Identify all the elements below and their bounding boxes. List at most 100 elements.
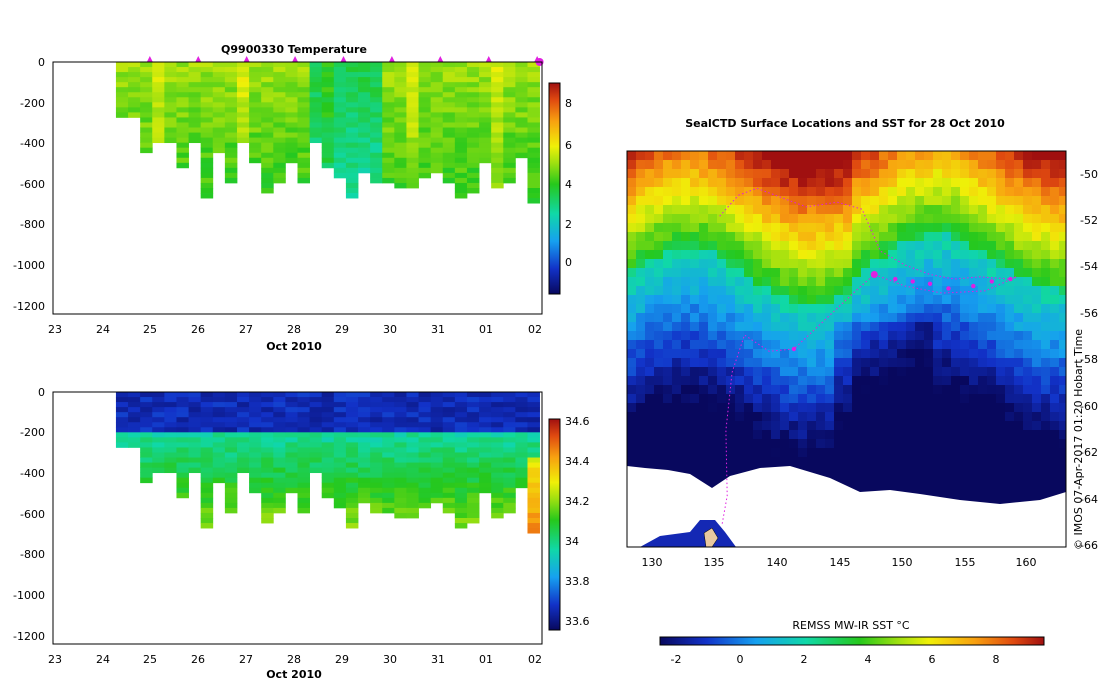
sst-cell xyxy=(906,223,916,233)
sst-cell xyxy=(843,205,853,215)
x-tick-label: 31 xyxy=(431,653,445,666)
profile-cell xyxy=(382,482,395,489)
profile-cell xyxy=(115,92,129,98)
profile-cell xyxy=(224,87,238,93)
sst-cell xyxy=(744,385,754,395)
profile-cell xyxy=(491,67,504,73)
sst-cell xyxy=(843,259,853,269)
sst-cell xyxy=(636,430,646,440)
sst-cell xyxy=(654,394,664,404)
profile-cell xyxy=(285,432,298,438)
sst-cell xyxy=(699,331,709,341)
profile-cell xyxy=(152,112,165,118)
profile-cell xyxy=(224,132,238,138)
sst-cell xyxy=(636,214,646,224)
sst-cell xyxy=(960,367,970,377)
profile-cell xyxy=(297,467,310,474)
profile-cell xyxy=(491,162,504,169)
y-tick-label: -800 xyxy=(20,218,45,231)
profile-cell xyxy=(249,92,262,98)
profile-cell xyxy=(309,67,323,73)
profile-cell xyxy=(285,62,298,68)
sst-cell xyxy=(627,349,637,359)
sst-cell xyxy=(762,331,772,341)
sst-cell xyxy=(996,178,1006,188)
profile-cell xyxy=(382,392,395,398)
profile-cell xyxy=(321,72,335,78)
sst-cell xyxy=(1059,376,1066,386)
profile-cell xyxy=(515,462,528,468)
sst-cell xyxy=(861,484,871,494)
sst-cell xyxy=(996,457,1006,467)
profile-cell xyxy=(503,412,516,418)
profile-cell xyxy=(442,502,456,509)
profile-cell xyxy=(515,122,528,128)
sst-cell xyxy=(654,304,664,314)
profile-cell xyxy=(370,462,383,468)
sst-cell xyxy=(933,475,943,485)
sst-cell xyxy=(834,448,844,458)
surface-location-point xyxy=(910,279,915,284)
profile-cell xyxy=(249,487,262,494)
sst-cell xyxy=(843,286,853,296)
sst-cell xyxy=(1032,376,1042,386)
sst-cell xyxy=(942,151,952,161)
sst-cell xyxy=(897,304,907,314)
profile-cell xyxy=(309,112,323,118)
sst-cell xyxy=(933,313,943,323)
profile-cell xyxy=(224,492,238,499)
profile-marker xyxy=(146,56,153,62)
sst-cell xyxy=(1032,475,1042,485)
sst-cell xyxy=(933,277,943,287)
profile-cell xyxy=(249,147,262,154)
profile-cell xyxy=(224,502,238,509)
sst-cell xyxy=(663,457,673,467)
sst-cell xyxy=(1041,151,1051,161)
profile-cell xyxy=(454,497,468,504)
sst-cell xyxy=(879,403,889,413)
profile-cell xyxy=(430,87,444,93)
sst-cell xyxy=(762,457,772,467)
sst-cell xyxy=(771,232,781,242)
profile-cell xyxy=(454,422,468,428)
sst-cell xyxy=(852,214,862,224)
sst-cell xyxy=(807,403,817,413)
sst-cell xyxy=(942,358,952,368)
profile-cell xyxy=(418,422,432,428)
profile-cell xyxy=(140,472,153,479)
profile-cell xyxy=(358,152,371,159)
profile-cell xyxy=(297,502,310,509)
profile-cell xyxy=(491,72,504,78)
sst-cell xyxy=(1032,367,1042,377)
sst-cell xyxy=(960,196,970,206)
sst-cell xyxy=(681,457,691,467)
profile-cell xyxy=(382,407,395,413)
sst-cell xyxy=(996,169,1006,179)
sst-cell xyxy=(888,268,898,278)
profile-cell xyxy=(309,82,323,88)
profile-cell xyxy=(345,402,359,408)
profile-cell xyxy=(212,142,226,149)
profile-cell xyxy=(406,152,419,159)
profile-cell xyxy=(297,452,310,458)
sst-cell xyxy=(663,322,673,332)
sst-cell xyxy=(843,196,853,206)
sst-cell xyxy=(672,466,682,476)
sst-cell xyxy=(708,223,718,233)
sst-cell xyxy=(744,430,754,440)
profile-cell xyxy=(479,482,492,489)
profile-cell xyxy=(406,497,419,504)
profile-cell xyxy=(466,512,480,519)
sst-cell xyxy=(654,214,664,224)
sst-cell xyxy=(1005,295,1015,305)
sst-cell xyxy=(942,286,952,296)
sst-cell xyxy=(771,286,781,296)
profile-cell xyxy=(249,62,262,68)
temperature-title: Q9900330 Temperature xyxy=(221,43,367,56)
profile-cell xyxy=(515,432,528,438)
sst-cell xyxy=(1059,196,1066,206)
sst-cell xyxy=(996,151,1006,161)
sst-cell xyxy=(996,430,1006,440)
profile-cell xyxy=(236,447,250,453)
sst-cell xyxy=(996,349,1006,359)
